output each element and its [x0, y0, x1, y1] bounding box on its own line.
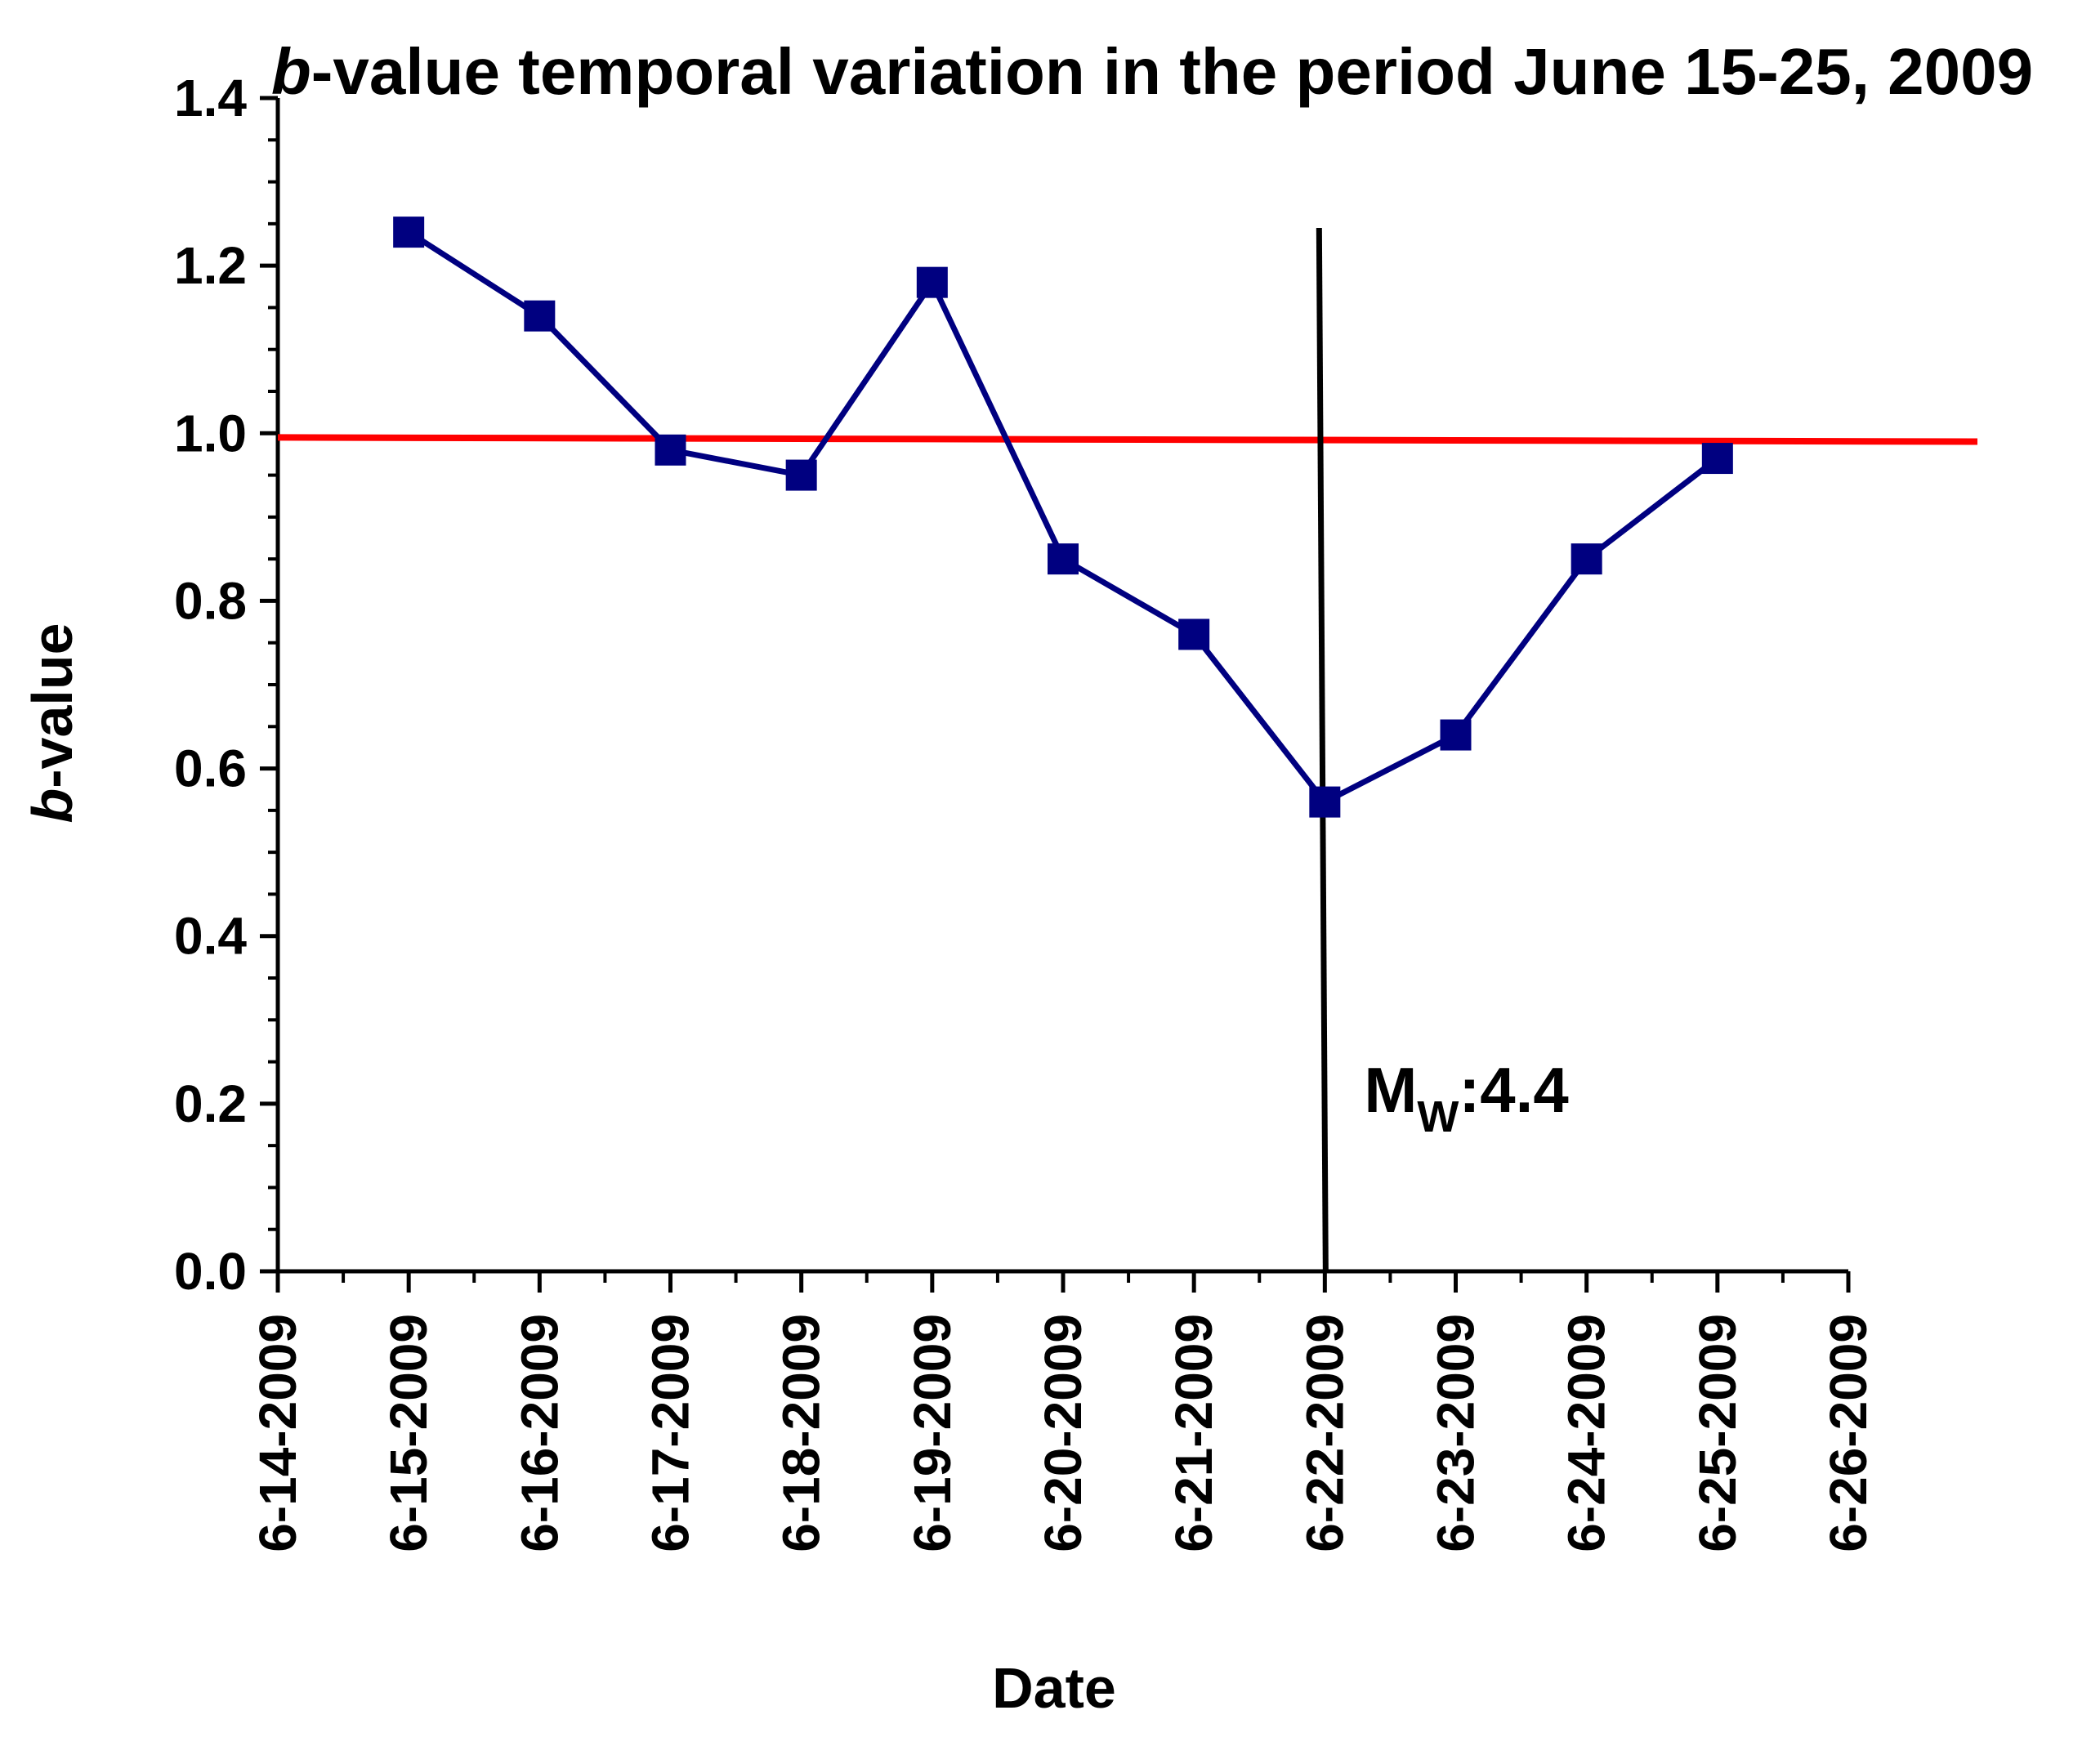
- data-point-marker: [393, 217, 425, 248]
- x-tick-label: 6-15-2009: [379, 1314, 438, 1552]
- x-tick-label: 6-22-2009: [1295, 1314, 1354, 1552]
- y-tick-label: 0.6: [174, 739, 247, 798]
- y-tick-label: 0.2: [174, 1074, 247, 1133]
- x-tick-label: 6-18-2009: [772, 1314, 831, 1552]
- data-point-marker: [655, 434, 686, 466]
- y-tick-label: 1.0: [174, 404, 247, 462]
- x-tick-label: 6-24-2009: [1557, 1314, 1616, 1552]
- x-axis-label: Date: [992, 1656, 1116, 1720]
- data-point-marker: [1701, 443, 1733, 475]
- y-tick-label: 0.4: [174, 907, 247, 966]
- y-tick-label: 0.8: [174, 571, 247, 630]
- x-tick-label: 6-25-2009: [1688, 1314, 1747, 1552]
- annotation-subscript: W: [1417, 1092, 1459, 1141]
- x-tick-label: 6-23-2009: [1427, 1314, 1486, 1552]
- data-point-marker: [785, 459, 817, 491]
- y-axis-label-rest: -value: [20, 623, 84, 788]
- y-axis-label-italic: b: [20, 788, 84, 824]
- chart-title: b-value temporal variation in the period…: [271, 35, 2033, 108]
- data-point-marker: [524, 300, 556, 332]
- series-line: [407, 230, 1719, 806]
- x-tick-label: 6-17-2009: [641, 1314, 700, 1552]
- y-axis-label: b-value: [20, 623, 84, 823]
- chart-title-italic: b: [271, 35, 311, 108]
- chart-title-rest: -value temporal variation in the period …: [311, 35, 2033, 108]
- y-tick-label: 1.2: [174, 236, 247, 295]
- event-line: [1316, 227, 1329, 1272]
- event-annotation: MW:4.4: [1364, 1054, 1568, 1141]
- data-point-marker: [1178, 618, 1210, 650]
- x-tick-label: 6-20-2009: [1034, 1314, 1092, 1552]
- annotation-value: :4.4: [1459, 1054, 1568, 1126]
- x-tick-label: 6-16-2009: [510, 1314, 569, 1552]
- reference-layer: MW:4.4: [277, 227, 1978, 1272]
- x-tick-label: 6-26-2009: [1819, 1314, 1878, 1552]
- label-layer: Date b-value: [20, 623, 1116, 1720]
- annotation-main: M: [1364, 1054, 1417, 1126]
- data-point-marker: [1571, 543, 1602, 575]
- data-point-marker: [1440, 719, 1472, 751]
- reference-line: [277, 434, 1978, 445]
- y-tick-label: 1.4: [174, 69, 247, 127]
- data-point-marker: [916, 266, 948, 298]
- x-tick-label: 6-14-2009: [248, 1314, 307, 1552]
- data-point-marker: [1048, 543, 1079, 575]
- y-tick-label: 0.0: [174, 1242, 247, 1301]
- series-layer: [393, 217, 1733, 818]
- data-point-marker: [1309, 786, 1341, 818]
- x-tick-label: 6-19-2009: [903, 1314, 962, 1552]
- x-tick-label: 6-21-2009: [1164, 1314, 1223, 1552]
- axes-layer: 0.0 0.2 0.4 0.6 0.8 1.0 1.2 1.4 6-14-2009 6-15-20…: [174, 69, 1878, 1552]
- title-layer: b-value temporal variation in the period…: [271, 35, 2033, 108]
